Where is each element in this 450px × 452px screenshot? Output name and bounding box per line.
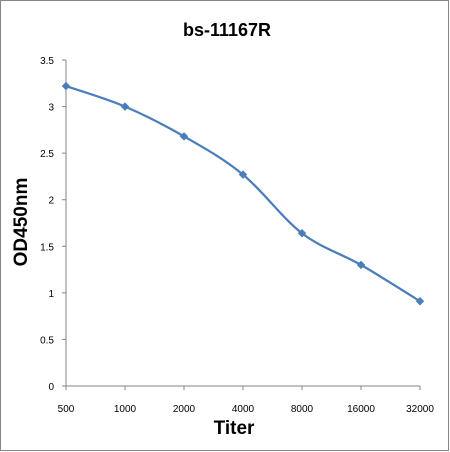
data-point-marker bbox=[179, 132, 189, 141]
data-point-marker bbox=[356, 260, 366, 270]
x-tick-label: 1000 bbox=[114, 404, 137, 415]
data-point-marker bbox=[415, 296, 425, 306]
y-tick-label: 3.5 bbox=[40, 56, 54, 67]
data-point-marker bbox=[61, 81, 71, 91]
y-tick-label: 2.5 bbox=[40, 149, 54, 160]
y-axis-title: OD450nm bbox=[11, 178, 32, 267]
data-point-marker bbox=[238, 170, 248, 179]
x-tick-label: 32000 bbox=[406, 404, 434, 415]
y-tick-labels: 0 0.5 1 1.5 2 2.5 3 3.5 bbox=[40, 56, 66, 393]
axes bbox=[65, 60, 420, 387]
x-tick-label: 4000 bbox=[232, 404, 255, 415]
y-tick-label: 3 bbox=[48, 103, 54, 114]
data-point-marker bbox=[120, 102, 130, 111]
series-line bbox=[65, 85, 421, 303]
chart-title: bs-11167R bbox=[183, 20, 271, 40]
x-tick-label: 2000 bbox=[173, 404, 196, 415]
x-axis-title: Titer bbox=[214, 418, 255, 439]
data-point-marker bbox=[297, 228, 307, 238]
x-tick-labels: 500 1000 2000 4000 8000 16000 32000 bbox=[58, 386, 434, 415]
x-tick-label: 500 bbox=[58, 404, 75, 415]
y-tick-label: 1 bbox=[48, 289, 54, 300]
x-tick-label: 16000 bbox=[347, 404, 375, 415]
y-tick-label: 0 bbox=[48, 382, 54, 393]
y-tick-label: 2 bbox=[48, 196, 54, 207]
y-tick-label: 0.5 bbox=[40, 335, 54, 346]
y-tick-label: 1.5 bbox=[40, 242, 54, 253]
x-tick-label: 8000 bbox=[291, 404, 314, 415]
plot-area bbox=[61, 81, 425, 306]
